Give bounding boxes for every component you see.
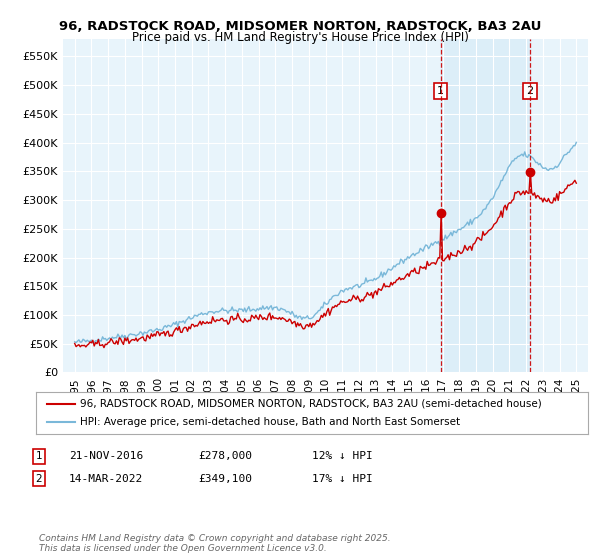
Bar	[440, 39, 530, 372]
Text: 1: 1	[437, 86, 444, 96]
Text: £349,100: £349,100	[198, 474, 252, 484]
Text: HPI: Average price, semi-detached house, Bath and North East Somerset: HPI: Average price, semi-detached house,…	[80, 417, 460, 427]
Text: 2: 2	[526, 86, 533, 96]
Text: 2: 2	[35, 474, 43, 484]
Text: 14-MAR-2022: 14-MAR-2022	[69, 474, 143, 484]
Text: Contains HM Land Registry data © Crown copyright and database right 2025.
This d: Contains HM Land Registry data © Crown c…	[39, 534, 391, 553]
Text: 21-NOV-2016: 21-NOV-2016	[69, 451, 143, 461]
Text: 1: 1	[35, 451, 43, 461]
Text: £278,000: £278,000	[198, 451, 252, 461]
Text: 96, RADSTOCK ROAD, MIDSOMER NORTON, RADSTOCK, BA3 2AU: 96, RADSTOCK ROAD, MIDSOMER NORTON, RADS…	[59, 20, 541, 32]
Text: Price paid vs. HM Land Registry's House Price Index (HPI): Price paid vs. HM Land Registry's House …	[131, 31, 469, 44]
Text: 96, RADSTOCK ROAD, MIDSOMER NORTON, RADSTOCK, BA3 2AU (semi-detached house): 96, RADSTOCK ROAD, MIDSOMER NORTON, RADS…	[80, 399, 542, 409]
Text: 12% ↓ HPI: 12% ↓ HPI	[312, 451, 373, 461]
Text: 17% ↓ HPI: 17% ↓ HPI	[312, 474, 373, 484]
